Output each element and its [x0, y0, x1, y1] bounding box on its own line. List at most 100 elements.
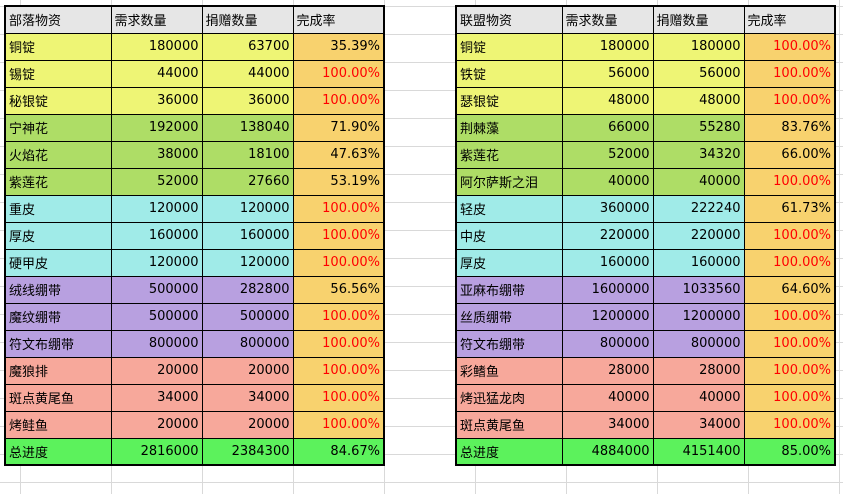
need-quantity-cell[interactable]: 36000 — [110, 86, 203, 115]
donated-quantity-cell[interactable]: 1200000 — [652, 302, 745, 331]
item-name-cell[interactable]: 宁神花 — [4, 113, 112, 142]
header-cell-need[interactable]: 需求数量 — [110, 5, 203, 34]
donated-quantity-cell[interactable]: 160000 — [652, 248, 745, 277]
donated-quantity-cell[interactable]: 220000 — [652, 221, 745, 250]
completion-rate-cell[interactable]: 100.00% — [292, 302, 385, 331]
completion-rate-cell[interactable]: 100.00% — [743, 356, 836, 385]
need-quantity-cell[interactable]: 500000 — [110, 275, 203, 304]
need-quantity-cell[interactable]: 44000 — [110, 59, 203, 88]
need-quantity-cell[interactable]: 20000 — [110, 410, 203, 439]
need-quantity-cell[interactable]: 1600000 — [561, 275, 654, 304]
donated-quantity-cell[interactable]: 48000 — [652, 86, 745, 115]
need-quantity-cell[interactable]: 800000 — [110, 329, 203, 358]
completion-rate-cell[interactable]: 100.00% — [292, 410, 385, 439]
need-quantity-cell[interactable]: 120000 — [110, 194, 203, 223]
completion-rate-cell[interactable]: 100.00% — [743, 248, 836, 277]
header-cell-item[interactable]: 部落物资 — [4, 5, 112, 34]
completion-rate-cell[interactable]: 56.56% — [292, 275, 385, 304]
item-name-cell[interactable]: 火焰花 — [4, 140, 112, 169]
donated-quantity-cell[interactable]: 34000 — [201, 383, 294, 412]
need-quantity-cell[interactable]: 34000 — [561, 410, 654, 439]
donated-quantity-cell[interactable]: 27660 — [201, 167, 294, 196]
total-donated-cell[interactable]: 2384300 — [201, 437, 294, 466]
completion-rate-cell[interactable]: 100.00% — [292, 86, 385, 115]
need-quantity-cell[interactable]: 360000 — [561, 194, 654, 223]
donated-quantity-cell[interactable]: 28000 — [652, 356, 745, 385]
item-name-cell[interactable]: 紫莲花 — [4, 167, 112, 196]
need-quantity-cell[interactable]: 66000 — [561, 113, 654, 142]
item-name-cell[interactable]: 轻皮 — [455, 194, 563, 223]
item-name-cell[interactable]: 烤鲑鱼 — [4, 410, 112, 439]
donated-quantity-cell[interactable]: 20000 — [201, 356, 294, 385]
donated-quantity-cell[interactable]: 222240 — [652, 194, 745, 223]
need-quantity-cell[interactable]: 180000 — [561, 32, 654, 61]
completion-rate-cell[interactable]: 100.00% — [743, 410, 836, 439]
item-name-cell[interactable]: 符文布绷带 — [4, 329, 112, 358]
item-name-cell[interactable]: 瑟银锭 — [455, 86, 563, 115]
completion-rate-cell[interactable]: 100.00% — [743, 383, 836, 412]
need-quantity-cell[interactable]: 220000 — [561, 221, 654, 250]
completion-rate-cell[interactable]: 100.00% — [292, 59, 385, 88]
completion-rate-cell[interactable]: 100.00% — [743, 221, 836, 250]
completion-rate-cell[interactable]: 100.00% — [292, 194, 385, 223]
completion-rate-cell[interactable]: 100.00% — [292, 221, 385, 250]
header-cell-donated[interactable]: 捐赠数量 — [201, 5, 294, 34]
donated-quantity-cell[interactable]: 1033560 — [652, 275, 745, 304]
completion-rate-cell[interactable]: 71.90% — [292, 113, 385, 142]
need-quantity-cell[interactable]: 160000 — [110, 221, 203, 250]
donated-quantity-cell[interactable]: 180000 — [652, 32, 745, 61]
item-name-cell[interactable]: 紫莲花 — [455, 140, 563, 169]
completion-rate-cell[interactable]: 100.00% — [292, 248, 385, 277]
completion-rate-cell[interactable]: 100.00% — [292, 329, 385, 358]
need-quantity-cell[interactable]: 38000 — [110, 140, 203, 169]
donated-quantity-cell[interactable]: 36000 — [201, 86, 294, 115]
total-need-cell[interactable]: 2816000 — [110, 437, 203, 466]
donated-quantity-cell[interactable]: 63700 — [201, 32, 294, 61]
total-label-cell[interactable]: 总进度 — [4, 437, 112, 466]
need-quantity-cell[interactable]: 40000 — [561, 383, 654, 412]
donated-quantity-cell[interactable]: 800000 — [201, 329, 294, 358]
header-cell-item[interactable]: 联盟物资 — [455, 5, 563, 34]
item-name-cell[interactable]: 荆棘藻 — [455, 113, 563, 142]
completion-rate-cell[interactable]: 64.60% — [743, 275, 836, 304]
donated-quantity-cell[interactable]: 500000 — [201, 302, 294, 331]
completion-rate-cell[interactable]: 53.19% — [292, 167, 385, 196]
item-name-cell[interactable]: 铜锭 — [4, 32, 112, 61]
need-quantity-cell[interactable]: 52000 — [110, 167, 203, 196]
item-name-cell[interactable]: 符文布绷带 — [455, 329, 563, 358]
donated-quantity-cell[interactable]: 138040 — [201, 113, 294, 142]
donated-quantity-cell[interactable]: 18100 — [201, 140, 294, 169]
need-quantity-cell[interactable]: 800000 — [561, 329, 654, 358]
donated-quantity-cell[interactable]: 282800 — [201, 275, 294, 304]
need-quantity-cell[interactable]: 120000 — [110, 248, 203, 277]
completion-rate-cell[interactable]: 100.00% — [743, 59, 836, 88]
item-name-cell[interactable]: 阿尔萨斯之泪 — [455, 167, 563, 196]
item-name-cell[interactable]: 绒线绷带 — [4, 275, 112, 304]
item-name-cell[interactable]: 丝质绷带 — [455, 302, 563, 331]
total-donated-cell[interactable]: 4151400 — [652, 437, 745, 466]
item-name-cell[interactable]: 重皮 — [4, 194, 112, 223]
item-name-cell[interactable]: 锡锭 — [4, 59, 112, 88]
need-quantity-cell[interactable]: 56000 — [561, 59, 654, 88]
donated-quantity-cell[interactable]: 44000 — [201, 59, 294, 88]
need-quantity-cell[interactable]: 500000 — [110, 302, 203, 331]
donated-quantity-cell[interactable]: 56000 — [652, 59, 745, 88]
need-quantity-cell[interactable]: 160000 — [561, 248, 654, 277]
completion-rate-cell[interactable]: 100.00% — [743, 167, 836, 196]
need-quantity-cell[interactable]: 180000 — [110, 32, 203, 61]
completion-rate-cell[interactable]: 100.00% — [292, 356, 385, 385]
item-name-cell[interactable]: 烤迅猛龙肉 — [455, 383, 563, 412]
donated-quantity-cell[interactable]: 160000 — [201, 221, 294, 250]
item-name-cell[interactable]: 铁锭 — [455, 59, 563, 88]
item-name-cell[interactable]: 魔纹绷带 — [4, 302, 112, 331]
need-quantity-cell[interactable]: 20000 — [110, 356, 203, 385]
item-name-cell[interactable]: 厚皮 — [4, 221, 112, 250]
need-quantity-cell[interactable]: 1200000 — [561, 302, 654, 331]
donated-quantity-cell[interactable]: 40000 — [652, 383, 745, 412]
completion-rate-cell[interactable]: 100.00% — [743, 302, 836, 331]
donated-quantity-cell[interactable]: 55280 — [652, 113, 745, 142]
header-cell-rate[interactable]: 完成率 — [292, 5, 385, 34]
need-quantity-cell[interactable]: 28000 — [561, 356, 654, 385]
need-quantity-cell[interactable]: 34000 — [110, 383, 203, 412]
completion-rate-cell[interactable]: 100.00% — [743, 329, 836, 358]
